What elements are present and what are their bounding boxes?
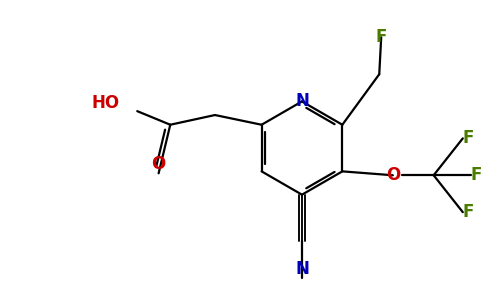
Text: F: F: [376, 28, 387, 46]
Text: O: O: [151, 155, 166, 173]
Text: F: F: [470, 166, 482, 184]
Text: N: N: [295, 260, 309, 278]
Text: F: F: [463, 129, 474, 147]
Text: HO: HO: [91, 94, 120, 112]
Text: F: F: [463, 203, 474, 221]
Text: N: N: [295, 92, 309, 110]
Text: O: O: [386, 166, 400, 184]
